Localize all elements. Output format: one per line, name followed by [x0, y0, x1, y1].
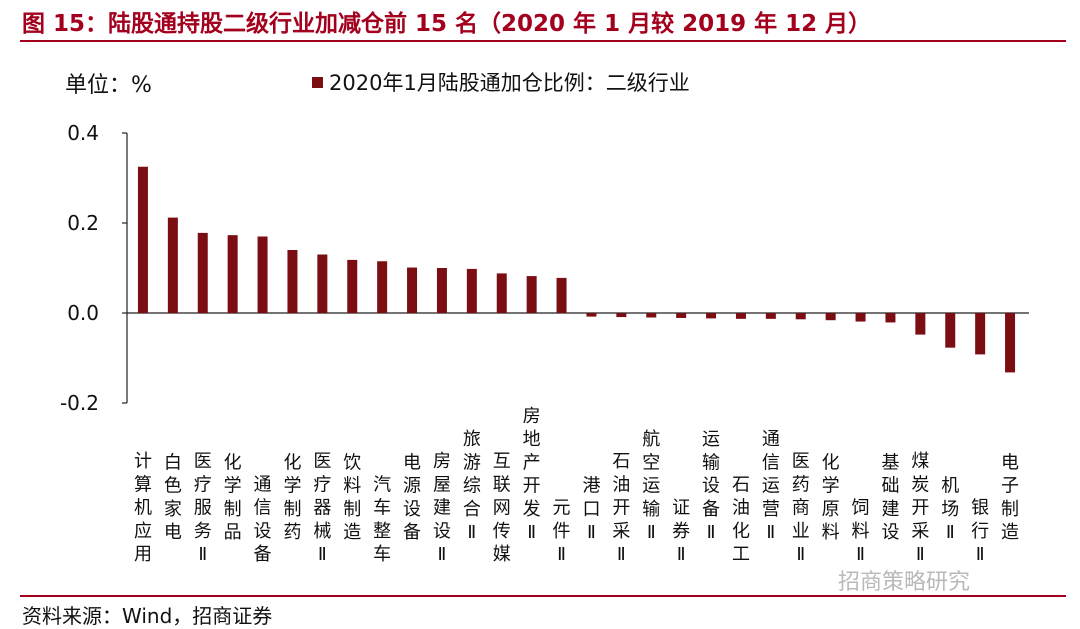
bar-互联网传媒: [496, 273, 507, 313]
bar-证券Ⅱ: [676, 313, 687, 318]
bar-电源设备: [407, 267, 418, 313]
category-label: 汽车整车: [373, 474, 391, 565]
y-tick-label: -0.2: [60, 391, 99, 415]
bar-电子制造: [1005, 313, 1016, 373]
category-label: 互联网传媒: [493, 451, 511, 565]
y-tick-label: 0.2: [67, 211, 99, 235]
bar-计算机应用: [137, 166, 148, 313]
category-label: 煤炭开采 Ⅱ: [911, 451, 929, 565]
chart-bars: [137, 166, 1016, 373]
bar-元件Ⅱ: [556, 277, 567, 313]
category-label: 电源设备: [403, 452, 421, 543]
bar-石油开采Ⅱ: [616, 313, 627, 318]
bar-医疗器械Ⅱ: [317, 254, 328, 313]
bar-机场Ⅱ: [945, 313, 956, 348]
chart-axes: [126, 133, 1029, 403]
bar-房屋建设Ⅱ: [436, 268, 447, 313]
category-label: 房地产开发 Ⅱ: [523, 406, 541, 543]
bar-医疗服务Ⅱ: [197, 232, 208, 313]
category-label: 房屋建设 Ⅱ: [433, 451, 451, 565]
bar-饲料Ⅱ: [855, 313, 866, 322]
bar-航空运输Ⅱ: [646, 313, 657, 318]
category-label: 运输设备 Ⅱ: [702, 429, 720, 543]
bar-化学原料: [825, 313, 836, 321]
category-label: 港口 Ⅱ: [582, 476, 600, 543]
bar-通信设备: [257, 236, 268, 313]
category-label: 计算机应用: [134, 451, 152, 565]
category-label: 石油化工: [732, 474, 750, 565]
bar-饮料制造: [347, 259, 358, 313]
bar-白色家电: [167, 217, 178, 313]
source-rule: [20, 595, 1066, 597]
category-label: 证券 Ⅱ: [672, 498, 690, 565]
bar-通信运营Ⅱ: [765, 313, 776, 319]
bar-汽车整车: [377, 261, 388, 313]
y-ticks: 0.4 0.2 0.0 -0.2: [60, 121, 127, 415]
bar-运输设备Ⅱ: [706, 313, 717, 319]
category-label: 元件 Ⅱ: [553, 498, 571, 565]
bar-石油化工: [735, 313, 746, 319]
bar-银行Ⅱ: [975, 313, 986, 355]
category-label: 饮料制造: [343, 452, 361, 543]
category-label: 通信运营 Ⅱ: [762, 429, 780, 543]
category-label: 医疗器械 Ⅱ: [313, 451, 331, 565]
category-label: 饲料 Ⅱ: [852, 498, 870, 565]
legend-label: 2020年1月陆股通加仓比例：二级行业: [329, 71, 690, 95]
bar-旅游综合Ⅱ: [466, 268, 477, 313]
category-label: 通信设备: [254, 474, 272, 565]
bar-医药商业Ⅱ: [795, 313, 806, 320]
bar-港口Ⅱ: [586, 313, 597, 317]
category-label: 白色家电: [164, 452, 182, 543]
category-label: 化学制药: [283, 452, 301, 543]
category-label: 化学原料: [822, 452, 840, 543]
bar-基础建设: [885, 313, 896, 323]
category-label: 石油开采 Ⅱ: [612, 451, 630, 565]
category-label: 医疗服务 Ⅱ: [194, 451, 212, 565]
figure-title: 图 15：陆股通持股二级行业加减仓前 15 名（2020 年 1 月较 2019…: [22, 11, 872, 37]
category-label: 航空运输 Ⅱ: [642, 429, 660, 543]
unit-label: 单位：%: [65, 73, 152, 98]
category-label: 化学制品: [224, 452, 242, 543]
bar-煤炭开采Ⅱ: [915, 313, 926, 335]
title-rule: [20, 40, 1066, 42]
y-tick-label: 0.0: [67, 301, 99, 325]
legend-swatch: [312, 76, 323, 88]
bar-房地产开发Ⅱ: [526, 276, 537, 313]
category-label: 医药商业 Ⅱ: [792, 451, 810, 565]
category-label: 基础建设: [881, 452, 899, 543]
category-label: 机场 Ⅱ: [941, 476, 959, 543]
source-note: 资料来源：Wind，招商证券: [22, 604, 273, 628]
watermark-text: 招商策略研究: [838, 570, 971, 595]
category-label: 旅游综合 Ⅱ: [463, 429, 481, 543]
legend: 2020年1月陆股通加仓比例：二级行业: [312, 67, 690, 97]
category-label: 电子制造: [1001, 452, 1019, 543]
bar-化学制品: [227, 235, 238, 313]
bar-化学制药: [287, 250, 298, 313]
y-tick-label: 0.4: [67, 121, 99, 145]
category-label: 银行 Ⅱ: [971, 498, 989, 565]
